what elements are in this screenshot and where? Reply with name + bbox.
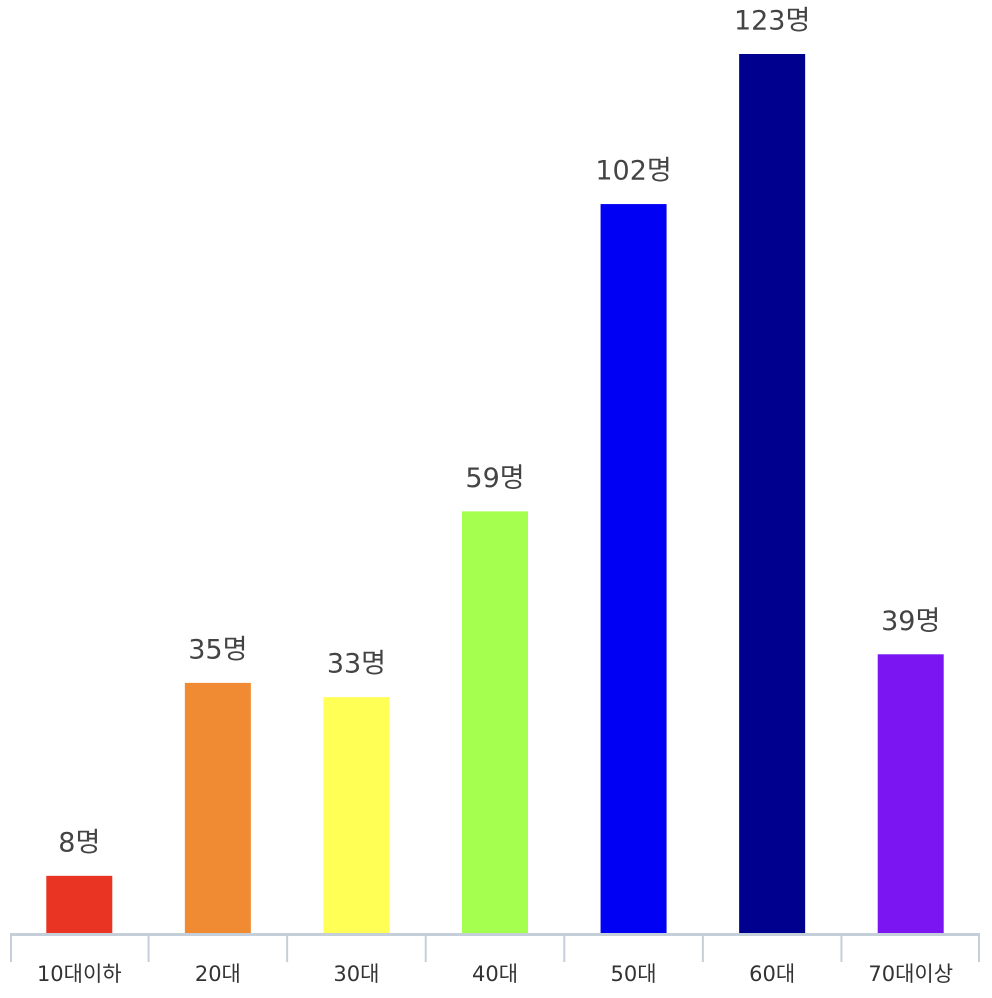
x-tick-label: 20대 [195, 962, 241, 986]
x-tick-label: 60대 [749, 962, 795, 986]
bar [323, 697, 390, 933]
value-label: 35명 [188, 634, 247, 665]
value-label: 33명 [327, 649, 386, 680]
bar [600, 204, 667, 933]
x-tick-label: 40대 [472, 962, 518, 986]
bar [462, 511, 528, 933]
bar [739, 54, 806, 933]
value-label: 59명 [465, 463, 524, 494]
x-tick-label: 30대 [333, 962, 379, 986]
value-label: 123명 [734, 6, 810, 37]
bar [184, 682, 251, 933]
value-label: 102명 [595, 156, 671, 187]
bar [877, 654, 944, 933]
x-tick-label: 50대 [611, 962, 657, 986]
x-tick-label: 70대이상 [868, 962, 953, 986]
value-label: 39명 [881, 606, 940, 637]
value-label: 8명 [58, 827, 100, 858]
bar [46, 875, 113, 933]
x-tick-label: 10대이하 [37, 962, 122, 986]
